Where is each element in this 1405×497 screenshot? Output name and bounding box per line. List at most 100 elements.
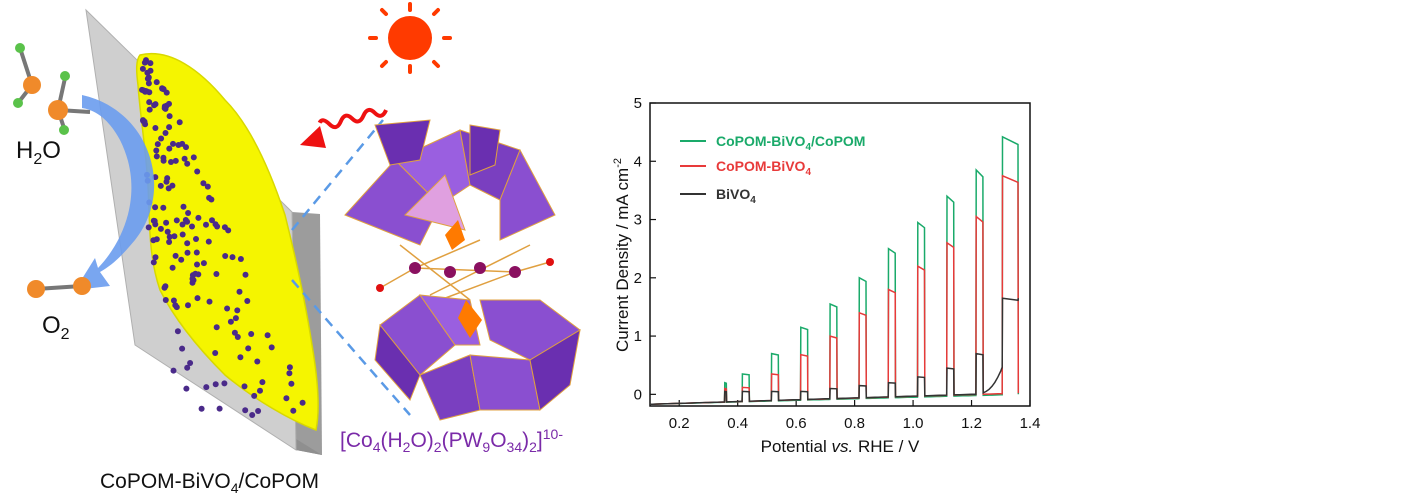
y-tick-label: 4	[634, 153, 642, 170]
water-label: H2O	[16, 137, 61, 168]
catalyst-dot	[254, 358, 261, 365]
catalyst-dot	[185, 210, 192, 216]
catalyst-dot	[232, 315, 239, 322]
catalyst-dot	[153, 236, 160, 243]
y-tick-label: 3	[634, 212, 642, 229]
oxygen-molecule-icon	[27, 277, 91, 298]
catalyst-dot	[212, 381, 219, 388]
series-line-copom-bivo4	[649, 174, 1020, 406]
catalyst-dot	[193, 236, 199, 242]
catalyst-dot	[187, 360, 194, 366]
catalyst-dot	[183, 385, 190, 392]
catalyst-dot	[225, 227, 232, 234]
catalyst-dot	[182, 217, 189, 223]
catalyst-dot	[204, 183, 211, 190]
catalyst-dot	[143, 57, 149, 64]
catalyst-dot	[180, 203, 187, 210]
legend-label-copom-bivo4: CoPOM-BiVO4	[716, 158, 811, 178]
catalyst-dot	[139, 65, 146, 72]
catalyst-dot	[162, 283, 169, 290]
series-lines	[649, 135, 1020, 406]
photocurrent-chart: 0.2 0.4 0.6 0.8 1.0 1.2 1.4 0 1 2 3 4 5 Potential vs…	[612, 95, 1040, 456]
catalyst-dot	[236, 288, 243, 295]
catalyst-dot	[184, 160, 191, 167]
catalyst-dot	[172, 157, 179, 164]
catalyst-dot	[170, 140, 176, 147]
x-tick-label: 1.0	[903, 415, 924, 432]
catalyst-dot	[259, 379, 266, 386]
catalyst-dot	[242, 407, 249, 414]
series-line-bivo4	[649, 297, 1020, 406]
catalyst-dot	[198, 405, 205, 412]
cluster-formula: [Co4(H2O)2(PW9O34)2]10-	[340, 426, 563, 455]
catalyst-dot	[234, 307, 241, 314]
catalyst-dot	[249, 412, 256, 418]
catalyst-dot	[166, 239, 173, 245]
y-tick-label: 5	[634, 95, 642, 112]
catalyst-dot	[173, 217, 180, 224]
pom-upper-half	[344, 119, 556, 250]
catalyst-dot	[283, 395, 290, 402]
catalyst-dot	[216, 405, 223, 412]
catalyst-dot	[152, 125, 159, 131]
y-axis-title: Current Density / mA cm-2	[612, 158, 632, 352]
catalyst-dot	[227, 318, 234, 325]
catalyst-dot	[184, 240, 191, 247]
catalyst-dot	[222, 253, 229, 259]
catalyst-dot	[147, 60, 154, 67]
y-tick-label: 2	[634, 270, 642, 287]
light-ray-icon	[300, 107, 388, 148]
catalyst-dot	[160, 204, 167, 211]
legend: CoPOM-BiVO4/CoPOM CoPOM-BiVO4 BiVO4	[680, 133, 865, 206]
oxygen-label: O2	[42, 312, 70, 343]
catalyst-dot	[193, 249, 200, 256]
catalyst-dot	[181, 155, 188, 162]
catalyst-dot	[166, 145, 173, 152]
catalyst-dot	[200, 180, 207, 187]
catalyst-dot	[189, 279, 196, 286]
catalyst-dot	[213, 271, 220, 277]
catalyst-dot	[153, 79, 160, 86]
catalyst-dot	[194, 168, 201, 175]
catalyst-dot	[209, 217, 215, 224]
sun-icon	[368, 2, 452, 74]
catalyst-dot	[163, 178, 170, 185]
catalyst-dot	[264, 332, 271, 339]
catalyst-dot	[213, 324, 220, 331]
catalyst-dot	[174, 328, 181, 335]
catalyst-dot	[290, 407, 297, 414]
catalyst-dot	[234, 334, 241, 340]
catalyst-dot	[224, 305, 231, 312]
x-tick-label: 0.8	[844, 415, 865, 432]
catalyst-dot	[151, 218, 158, 224]
catalyst-dot	[145, 80, 152, 87]
catalyst-dot	[170, 367, 177, 374]
polyoxometalate-cluster-icon	[344, 119, 581, 421]
catalyst-dot	[144, 69, 151, 76]
catalyst-dot	[173, 304, 180, 311]
catalyst-dot	[244, 298, 251, 304]
catalyst-dot	[140, 118, 147, 124]
plot-frame	[649, 102, 1031, 407]
catalyst-dot	[195, 214, 202, 221]
catalyst-dot	[153, 147, 160, 154]
catalyst-dot	[152, 204, 159, 211]
catalyst-dot	[169, 264, 176, 271]
catalyst-dot	[146, 106, 153, 113]
catalyst-dot	[153, 153, 160, 160]
catalyst-dot	[169, 182, 176, 189]
catalyst-dot	[166, 113, 173, 120]
x-tick-label: 1.4	[1020, 415, 1041, 432]
catalyst-dot	[162, 297, 169, 303]
reaction-arrow-icon	[75, 95, 155, 290]
catalyst-dot	[162, 130, 169, 136]
x-tick-label: 0.2	[669, 415, 690, 432]
catalyst-dot	[163, 219, 170, 226]
catalyst-dot	[189, 223, 195, 230]
catalyst-dot	[286, 370, 293, 377]
pom-cobalt-belt	[379, 239, 551, 301]
catalyst-dot	[206, 194, 213, 201]
catalyst-dot	[146, 89, 153, 96]
catalyst-dot	[221, 380, 228, 387]
